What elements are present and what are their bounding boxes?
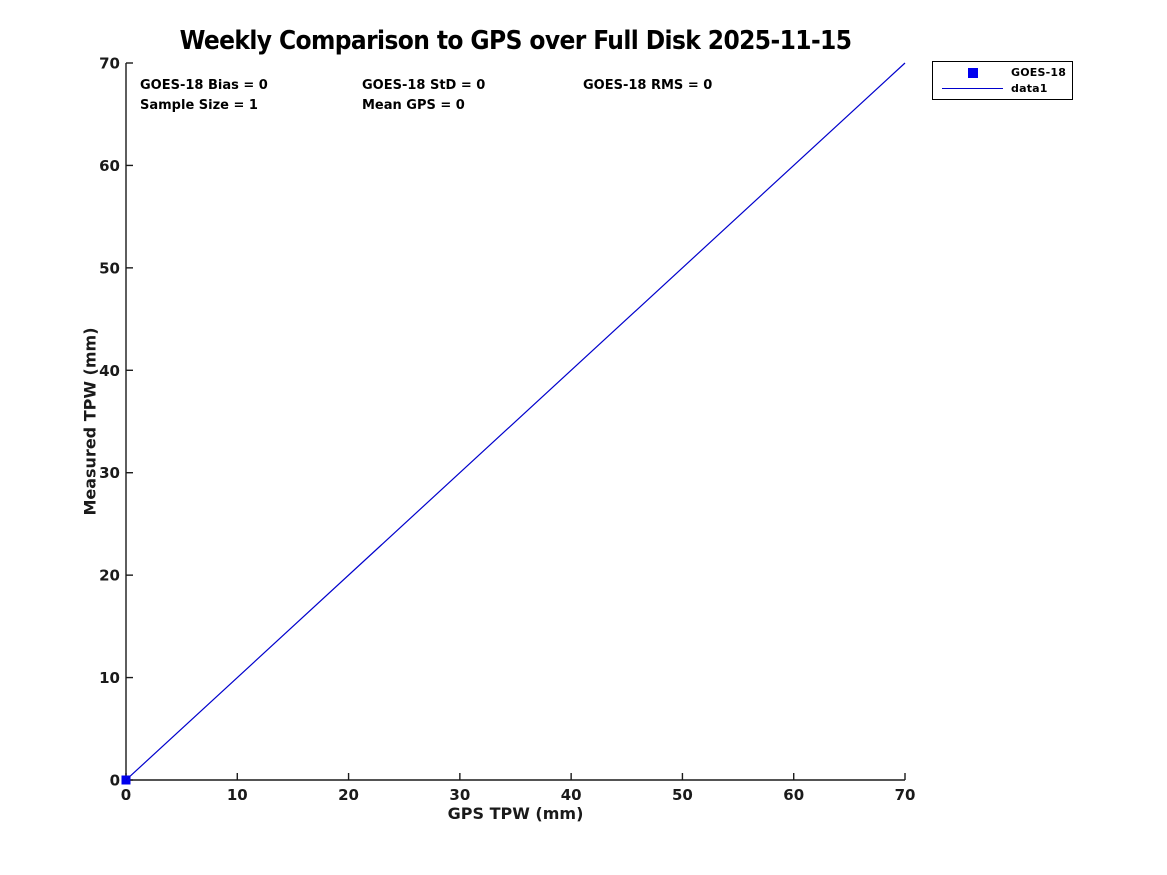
identity-line <box>125 62 906 781</box>
legend-label-goes18: GOES-18 <box>1011 66 1067 79</box>
legend-swatch-marker <box>942 67 1003 78</box>
stat-std: GOES-18 StD = 0 <box>362 78 486 93</box>
y-tick-label: 70 <box>99 55 120 73</box>
y-tick-label: 50 <box>99 259 120 277</box>
y-tick-label: 10 <box>99 669 120 687</box>
y-tick-label: 0 <box>110 772 120 790</box>
chart-title: Weekly Comparison to GPS over Full Disk … <box>179 26 852 56</box>
y-axis-label: Measured TPW (mm) <box>80 327 100 516</box>
x-tick-label: 40 <box>561 786 582 804</box>
y-tick-label: 40 <box>99 362 120 380</box>
legend-swatch-line <box>942 88 1003 89</box>
stat-sample-size: Sample Size = 1 <box>140 98 258 113</box>
x-tick-label: 30 <box>449 786 470 804</box>
x-tick-label: 70 <box>895 786 916 804</box>
y-tick-label: 20 <box>99 567 120 585</box>
x-tick-label: 60 <box>783 786 804 804</box>
x-tick-label: 0 <box>121 786 131 804</box>
legend-entry-goes18: GOES-18 <box>933 66 1072 79</box>
stat-bias: GOES-18 Bias = 0 <box>140 78 268 93</box>
stat-rms: GOES-18 RMS = 0 <box>583 78 713 93</box>
legend-label-data1: data1 <box>1011 82 1048 95</box>
x-tick-label: 10 <box>227 786 248 804</box>
stat-mean-gps: Mean GPS = 0 <box>362 98 465 113</box>
legend: GOES-18 data1 <box>932 61 1073 100</box>
x-axis-label: GPS TPW (mm) <box>447 804 584 823</box>
y-tick-label: 60 <box>99 157 120 175</box>
x-tick-label: 20 <box>338 786 359 804</box>
y-tick-label: 30 <box>99 464 120 482</box>
square-marker-icon <box>967 67 978 78</box>
legend-entry-data1: data1 <box>933 82 1072 95</box>
line-sample-icon <box>942 88 1003 89</box>
x-tick-label: 50 <box>672 786 693 804</box>
